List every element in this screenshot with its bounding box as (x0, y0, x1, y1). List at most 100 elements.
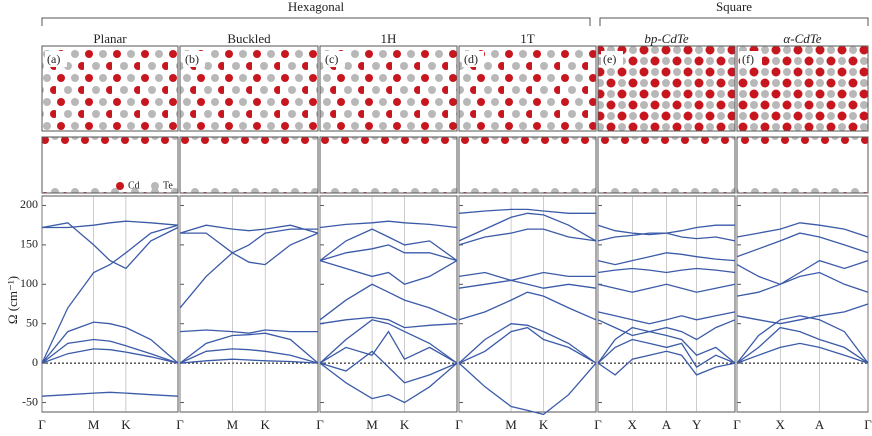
legend: Cd Te (116, 180, 173, 191)
phonon-band (41, 222, 179, 270)
x-tick-label: Γ (733, 417, 741, 432)
phonon-band (179, 332, 319, 364)
phonon-band (597, 283, 736, 293)
phonon-band (736, 259, 869, 286)
panel: (d) 1T Γ M K (455, 31, 597, 432)
phonon-band (458, 212, 597, 242)
phonon-band (319, 244, 458, 262)
group-label: Square (716, 0, 752, 14)
panel-title: bp-CdTe (644, 31, 689, 46)
x-tick-label: A (662, 417, 672, 432)
phonon-band (736, 326, 869, 364)
y-tick-label: 100 (20, 276, 38, 290)
phonon-band (458, 323, 597, 364)
panel: (e) bp-CdTe Γ X A Y (594, 31, 736, 432)
x-tick-label: Γ (316, 417, 324, 432)
phonon-band (41, 391, 179, 397)
panel: (a) Planar -50 0 50 100 150 200 Γ M K (20, 31, 179, 432)
y-tick-label: 150 (20, 237, 38, 251)
y-tick-label: 0 (32, 355, 38, 369)
panel-label: (b) (185, 52, 199, 66)
phonon-band (41, 348, 179, 364)
structure-side (179, 136, 319, 194)
phonon-band (458, 228, 597, 246)
plot-frame (41, 195, 179, 413)
legend-swatch (151, 182, 159, 190)
plot-frame (736, 195, 869, 413)
label-box (740, 51, 762, 67)
label-box (183, 51, 205, 67)
phonon-band (319, 259, 458, 286)
phonon-band (319, 350, 458, 384)
panel: (f) α-CdTe Γ X A Γ (733, 31, 872, 432)
phonon-band (458, 271, 596, 282)
structure-side (458, 136, 597, 194)
phonon-band (179, 358, 319, 364)
phonon-band (42, 220, 179, 229)
panel-label: (f) (742, 52, 754, 66)
panel-label: (e) (603, 52, 616, 66)
phonon-band (736, 342, 869, 364)
phonon-band (179, 224, 319, 234)
bracket (41, 17, 591, 26)
legend-label: Cd (128, 180, 140, 191)
x-tick-label: K (400, 417, 410, 432)
bracket (599, 17, 869, 26)
phonon-band (597, 311, 736, 325)
group-label: Hexagonal (288, 0, 345, 14)
panel: (c) 1H Γ M K (316, 31, 458, 432)
panel-title: 1H (381, 31, 397, 46)
phonon-band (597, 319, 736, 341)
x-tick-label: Γ (594, 417, 602, 432)
phonon-band (458, 362, 597, 416)
x-tick-label: M (366, 417, 378, 432)
phonon-band (458, 279, 597, 289)
panel-title: Buckled (227, 31, 271, 46)
phonon-band (736, 303, 869, 325)
phonon-band (458, 208, 596, 214)
phonon-band (180, 232, 319, 266)
x-tick-label: Γ (455, 417, 463, 432)
y-tick-label: 200 (20, 197, 38, 211)
x-tick-label: M (88, 417, 100, 432)
x-tick-label: Γ (38, 417, 46, 432)
x-tick-label: M (505, 417, 517, 432)
phonon-band (597, 350, 736, 376)
x-tick-label: M (227, 417, 239, 432)
y-tick-label: -50 (22, 394, 38, 408)
phonon-band (179, 329, 318, 334)
x-tick-label: Y (692, 417, 702, 432)
phonon-band (597, 338, 736, 368)
group-headers: Hexagonal Square (41, 0, 869, 26)
structure-top (179, 45, 319, 132)
phonon-band (736, 222, 869, 238)
panel-label: (d) (464, 52, 478, 66)
phonon-band (319, 228, 458, 262)
legend-label: Te (163, 180, 173, 191)
x-tick-label: X (776, 417, 786, 432)
phonon-band (41, 338, 179, 364)
structure-side (736, 136, 869, 194)
label-box (323, 51, 345, 67)
structure-side (319, 136, 458, 194)
x-tick-label: Γ (176, 417, 184, 432)
label-box (601, 51, 623, 67)
phonon-band (179, 348, 319, 364)
panel-title: Planar (93, 31, 127, 46)
x-tick-label: K (121, 417, 131, 432)
phonon-band (458, 291, 597, 321)
phonon-band (736, 271, 869, 297)
x-tick-label: K (260, 417, 270, 432)
phonon-band (736, 232, 869, 258)
phonon-band (597, 267, 736, 274)
label-box (45, 51, 67, 67)
label-box (462, 51, 484, 67)
phonon-band (319, 220, 458, 229)
y-axis-title: Ω (cm⁻¹) (5, 276, 20, 324)
panel-title: 1T (520, 31, 535, 46)
x-tick-label: K (539, 417, 549, 432)
y-tick-label: 50 (26, 315, 38, 329)
phonon-band (319, 316, 458, 329)
plot-frame (179, 195, 319, 413)
